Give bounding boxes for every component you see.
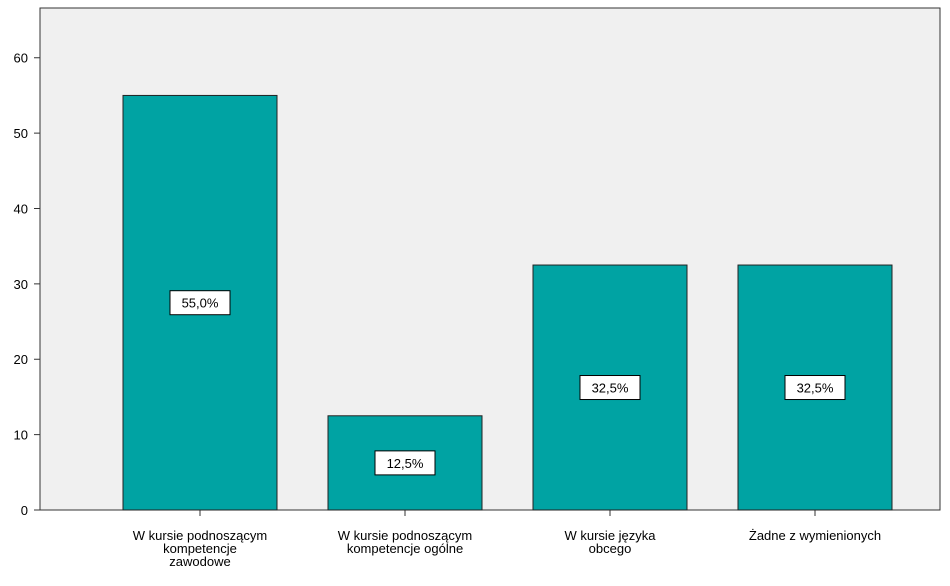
y-tick-label: 50 (14, 126, 28, 141)
value-label-box (374, 450, 436, 476)
y-tick-label: 40 (14, 201, 28, 216)
value-label-box (169, 290, 231, 316)
y-tick-label: 0 (21, 503, 28, 518)
y-tick-label: 60 (14, 51, 28, 66)
value-label-box (784, 375, 846, 401)
y-tick-label: 30 (14, 277, 28, 292)
value-label: 32,5% (592, 381, 629, 396)
value-label: 32,5% (797, 381, 834, 396)
value-label-box (579, 375, 641, 401)
y-tick-label: 10 (14, 428, 28, 443)
x-tick-label: W kursie podnoszącym kompetencje zawodowe (133, 528, 267, 569)
x-tick-label: W kursie języka obcego (564, 528, 656, 556)
value-label: 12,5% (387, 456, 424, 471)
x-tick-label: Żadne z wymienionych (749, 528, 881, 543)
value-label: 55,0% (182, 296, 219, 311)
x-tick-label: W kursie podnoszącym kompetencje ogólne (338, 528, 472, 556)
y-tick-label: 20 (14, 352, 28, 367)
